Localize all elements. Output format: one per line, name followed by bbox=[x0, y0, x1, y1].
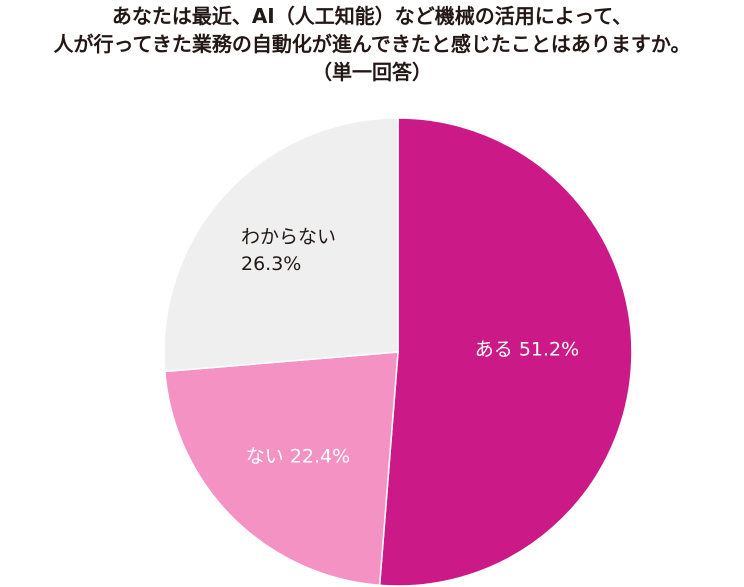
slice-label-3: わからない 26.3% bbox=[241, 226, 336, 275]
pie-slice-1 bbox=[378, 117, 633, 587]
pie-slice-2 bbox=[163, 351, 399, 587]
pie-slice-3 bbox=[163, 117, 399, 373]
title-line-3: （単一回答） bbox=[312, 60, 432, 84]
chart-title: あなたは最近、AI（人工知能）など機械の活用によって、 人が行ってきた業務の自動… bbox=[0, 2, 744, 86]
slice-label-2: ない 22.4% bbox=[246, 446, 350, 468]
title-line-2: 人が行ってきた業務の自動化が進んできたと感じたことはありますか。 bbox=[53, 32, 691, 56]
title-line-1: あなたは最近、AI（人工知能）など機械の活用によって、 bbox=[111, 4, 633, 28]
slice-label-1: ある 51.2% bbox=[475, 339, 579, 361]
